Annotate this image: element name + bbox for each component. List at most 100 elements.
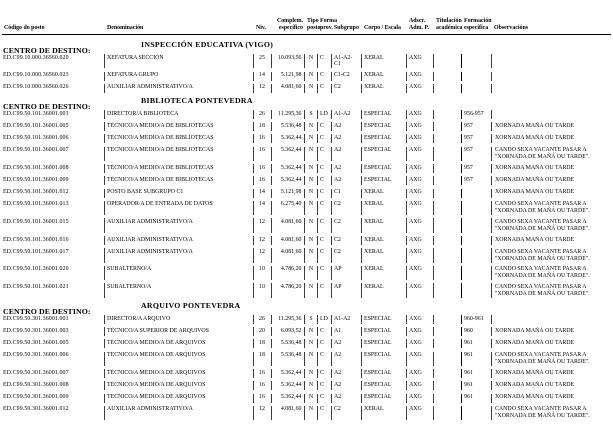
cell-titulacion-academica	[434, 200, 462, 216]
cell-complemento-especifico: 4.786,20	[272, 265, 305, 281]
cell-observacions	[492, 54, 611, 68]
cell-corpo-escala: XERAL	[362, 283, 407, 298]
cell-corpo-escala: ESPECIAL	[362, 327, 407, 337]
cell-observacions	[492, 72, 611, 81]
cell-tipo-posto: N	[305, 369, 318, 379]
cell-subgrupo: A2	[332, 351, 362, 367]
cell-subgrupo: A2	[332, 146, 362, 161]
cell-codigo-do-posto: ED.C99.50.101.36001.013	[2, 200, 105, 216]
cell-corpo-escala: XERAL	[362, 83, 407, 93]
table-row: ED.C99.50.101.36001.001 DIRECTOR/A BIBLI…	[2, 110, 611, 119]
cell-forma-provision: C	[318, 218, 332, 233]
cell-tipo-posto: N	[305, 176, 318, 186]
cell-codigo-do-posto: ED.C99.50.101.36001.008	[2, 164, 105, 174]
cell-formacion-especifica: 956-957	[462, 110, 492, 119]
cell-codigo-do-posto: ED.C99.50.301.36001.003	[2, 327, 105, 337]
cell-complemento-especifico: 5.362,44	[272, 393, 305, 403]
cell-forma-provision: C	[318, 236, 332, 245]
centro-de-destino-section: CENTRO DE DESTINO: BIBLIOTECA PONTEVEDRA…	[2, 96, 611, 298]
cell-subgrupo: A2	[332, 339, 362, 349]
cell-titulacion-academica	[434, 146, 462, 161]
header-adscricion-adm: Adscr. Adm. P.	[407, 17, 434, 32]
cell-codigo-do-posto: ED.C99.50.101.36001.015	[2, 218, 105, 233]
cell-forma-provision: C	[318, 248, 332, 263]
cell-complemento-especifico: 5.362,44	[272, 381, 305, 391]
cell-formacion-especifica: 957	[462, 164, 492, 174]
cell-forma-provision: C	[318, 339, 332, 349]
cell-formacion-especifica	[462, 71, 492, 81]
cell-denominacion: AUXILIAR ADMINISTRATIVO/A	[105, 218, 254, 233]
cell-adscricion-adm: AXG	[407, 71, 434, 81]
cell-nivel: 16	[254, 134, 272, 144]
header-denominacion: Denominación	[105, 17, 254, 32]
cell-formacion-especifica: 957	[462, 176, 492, 186]
cell-forma-provision: C	[318, 83, 332, 93]
table-row: ED.C99.50.301.36001.007 TÉCNICO/A MEDIO/…	[2, 369, 611, 379]
cell-nivel: 14	[254, 200, 272, 216]
cell-formacion-especifica: 961	[462, 393, 492, 403]
cell-codigo-do-posto: ED.C99.10.000.36560.020	[2, 54, 105, 69]
cell-corpo-escala: ESPECIAL	[362, 122, 407, 132]
header-tipo-posto: Tipo posto	[305, 17, 320, 32]
cell-nivel: 18	[254, 339, 272, 349]
cell-corpo-escala: ESPECIAL	[362, 176, 407, 186]
cell-observacions: XORNADA MAÑÁ OU TARDE	[495, 122, 575, 129]
cell-corpo-escala: XERAL	[362, 54, 407, 69]
cell-complemento-especifico: 5.362,44	[272, 176, 305, 186]
cell-codigo-do-posto: ED.C99.50.101.36001.020	[2, 265, 105, 281]
header-complemento-especifico: Complem. específico	[272, 17, 305, 32]
cell-nivel: 18	[254, 122, 272, 132]
cell-corpo-escala: ESPECIAL	[362, 315, 407, 325]
cell-titulacion-academica	[434, 351, 462, 367]
cell-tipo-posto: N	[305, 200, 318, 216]
cell-adscricion-adm: AXG	[407, 176, 434, 186]
cell-forma-provision: C	[318, 265, 332, 281]
header-label-bottom: prov.	[320, 25, 333, 32]
cell-complemento-especifico: 4.081,60	[272, 405, 305, 421]
cell-adscricion-adm: AXG	[407, 83, 434, 93]
table-row: ED.C99.10.000.36560.020 XEFATURA SECCIÓN…	[2, 54, 611, 69]
table-row: ED.C99.50.301.36001.008 TÉCNICO/A MEDIO/…	[2, 381, 611, 391]
cell-complemento-especifico: 6.275,40	[272, 200, 305, 216]
cell-titulacion-academica	[434, 54, 462, 69]
cell-complemento-especifico: 10.093,56	[272, 54, 305, 69]
header-nivel: Niv.	[254, 17, 272, 32]
cell-denominacion: TÉCNICO/A MEDIO/A DE BIBLIOTECAS	[105, 146, 254, 161]
cell-complemento-especifico: 5.536,48	[272, 351, 305, 367]
cell-adscricion-adm: AXG	[407, 146, 434, 161]
cell-complemento-especifico: 5.362,44	[272, 134, 305, 144]
cell-observacions: XORNADA MAÑÁ OU TARDE	[495, 339, 575, 346]
cell-subgrupo: C2	[332, 83, 362, 93]
cell-tipo-posto: N	[305, 236, 318, 245]
header-label-top: Adscr.	[409, 18, 425, 25]
cell-nivel: 12	[254, 83, 272, 93]
cell-subgrupo: C2	[332, 218, 362, 233]
cell-complemento-especifico: 5.121,98	[272, 71, 305, 81]
cell-complemento-especifico: 4.081,60	[272, 236, 305, 245]
cell-adscricion-adm: AXG	[407, 315, 434, 325]
cell-codigo-do-posto: ED.C99.50.101.36001.017	[2, 248, 105, 263]
cell-adscricion-adm: AXG	[407, 200, 434, 216]
cell-adscricion-adm: AXG	[407, 393, 434, 403]
table-row: ED.C99.50.101.36001.020 SUBALTERNO/A 10 …	[2, 265, 611, 281]
table-row: ED.C99.50.301.36001.006 TÉCNICO/A MEDIO/…	[2, 351, 611, 367]
cell-nivel: 26	[254, 110, 272, 119]
cell-formacion-especifica	[462, 218, 492, 233]
cell-complemento-especifico: 5.362,44	[272, 369, 305, 379]
header-label: Niv.	[256, 25, 266, 32]
cell-complemento-especifico: 5.121,98	[272, 188, 305, 198]
cell-nivel: 16	[254, 146, 272, 161]
table-row: ED.C99.50.101.36001.021 SUBALTERNO/A 10 …	[2, 283, 611, 298]
cell-codigo-do-posto: ED.C99.50.301.36001.007	[2, 369, 105, 379]
cell-titulacion-academica	[434, 265, 462, 281]
table-row: ED.C99.50.101.36001.016 AUXILIAR ADMINIS…	[2, 236, 611, 245]
cell-adscricion-adm: AXG	[407, 381, 434, 391]
cell-adscricion-adm: AXG	[407, 369, 434, 379]
cell-tipo-posto: N	[305, 54, 318, 69]
section-heading: CENTRO DE DESTINO: ARQUIVO PONTEVEDRA	[3, 301, 611, 316]
centro-de-destino-section: CENTRO DE DESTINO: INSPECCIÓN EDUCATIVA …	[2, 40, 611, 93]
cell-observacions	[492, 110, 611, 119]
section-rows: ED.C99.10.000.36560.020 XEFATURA SECCIÓN…	[2, 54, 611, 93]
section-rows: ED.C99.50.301.36001.001 DIRECTOR/A ARQUI…	[2, 315, 611, 421]
